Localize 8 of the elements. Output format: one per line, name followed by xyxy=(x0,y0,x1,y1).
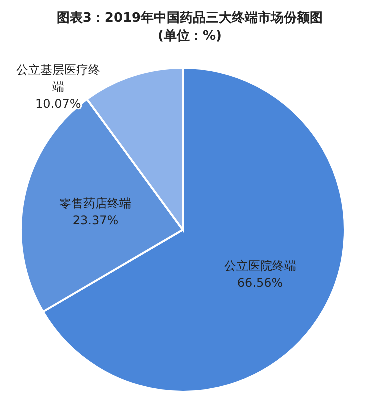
data-label: 23.37% xyxy=(72,213,119,228)
slice-label: 公立基层医疗终端 xyxy=(16,63,100,94)
chart-subtitle: (单位：%) xyxy=(158,28,222,44)
slice-label: 公立医院终端 xyxy=(224,258,296,273)
chart-title: 图表3：2019年中国药品三大终端市场份额图 xyxy=(56,10,324,26)
data-label: 66.56% xyxy=(237,276,284,290)
data-label: 10.07% xyxy=(36,97,82,112)
slice-label: 零售药店终端 xyxy=(60,196,132,210)
